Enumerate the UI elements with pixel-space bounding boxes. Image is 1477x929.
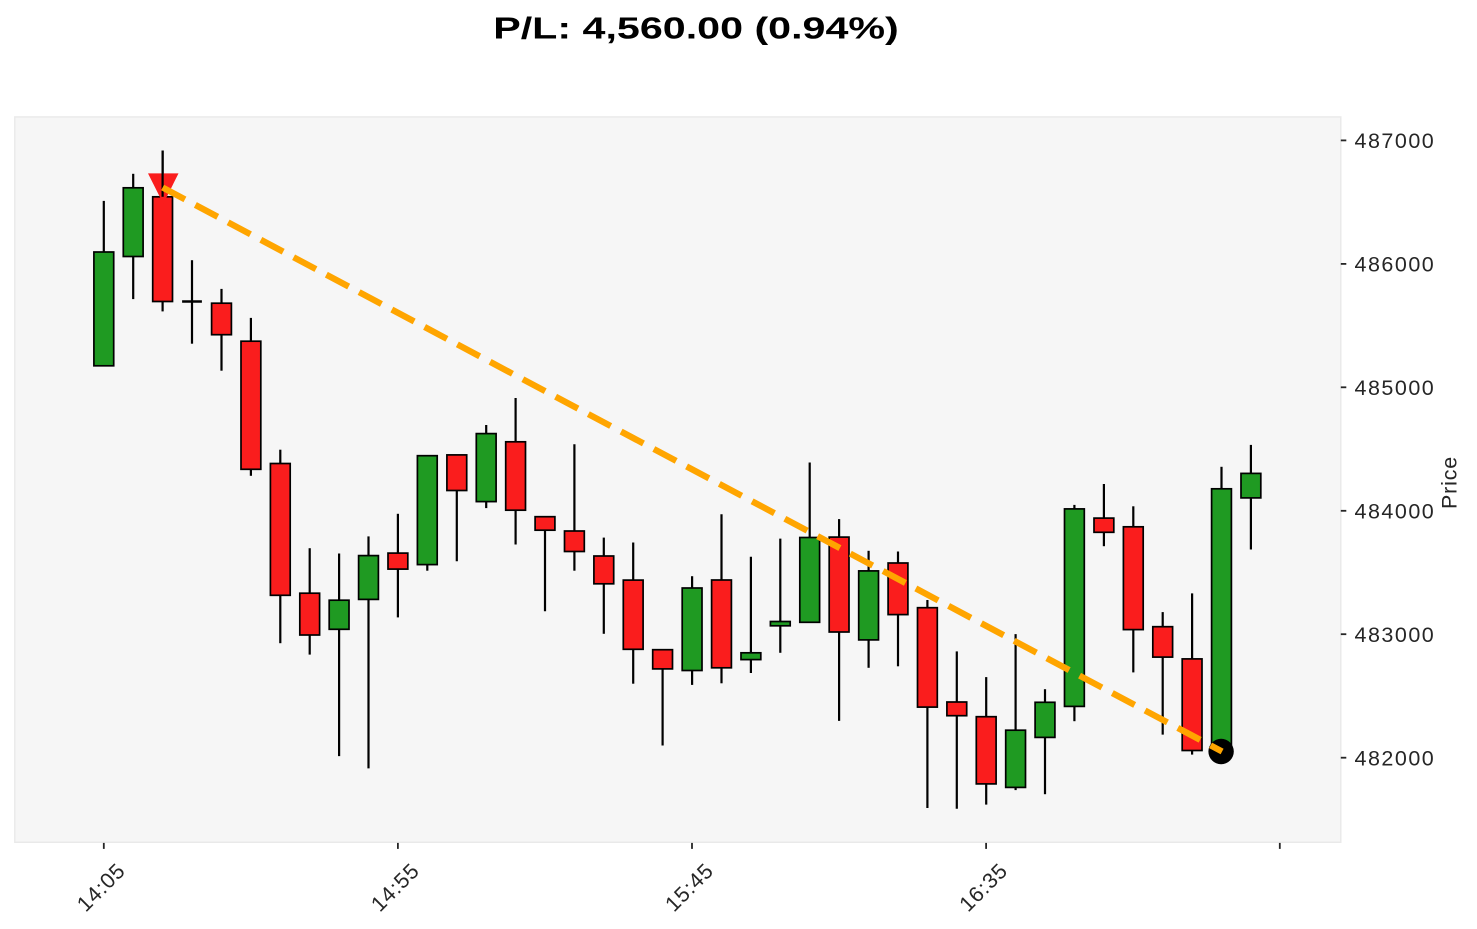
svg-text:P/L: 4,560.00 (0.94%): P/L: 4,560.00 (0.94%) <box>493 10 899 45</box>
svg-text:485000: 485000 <box>1355 376 1436 400</box>
svg-text:482000: 482000 <box>1355 746 1436 770</box>
svg-text:Price: Price <box>1438 456 1462 509</box>
svg-text:486000: 486000 <box>1355 253 1436 277</box>
svg-text:484000: 484000 <box>1355 499 1436 523</box>
svg-text:487000: 487000 <box>1355 129 1436 153</box>
svg-text:483000: 483000 <box>1355 623 1436 647</box>
